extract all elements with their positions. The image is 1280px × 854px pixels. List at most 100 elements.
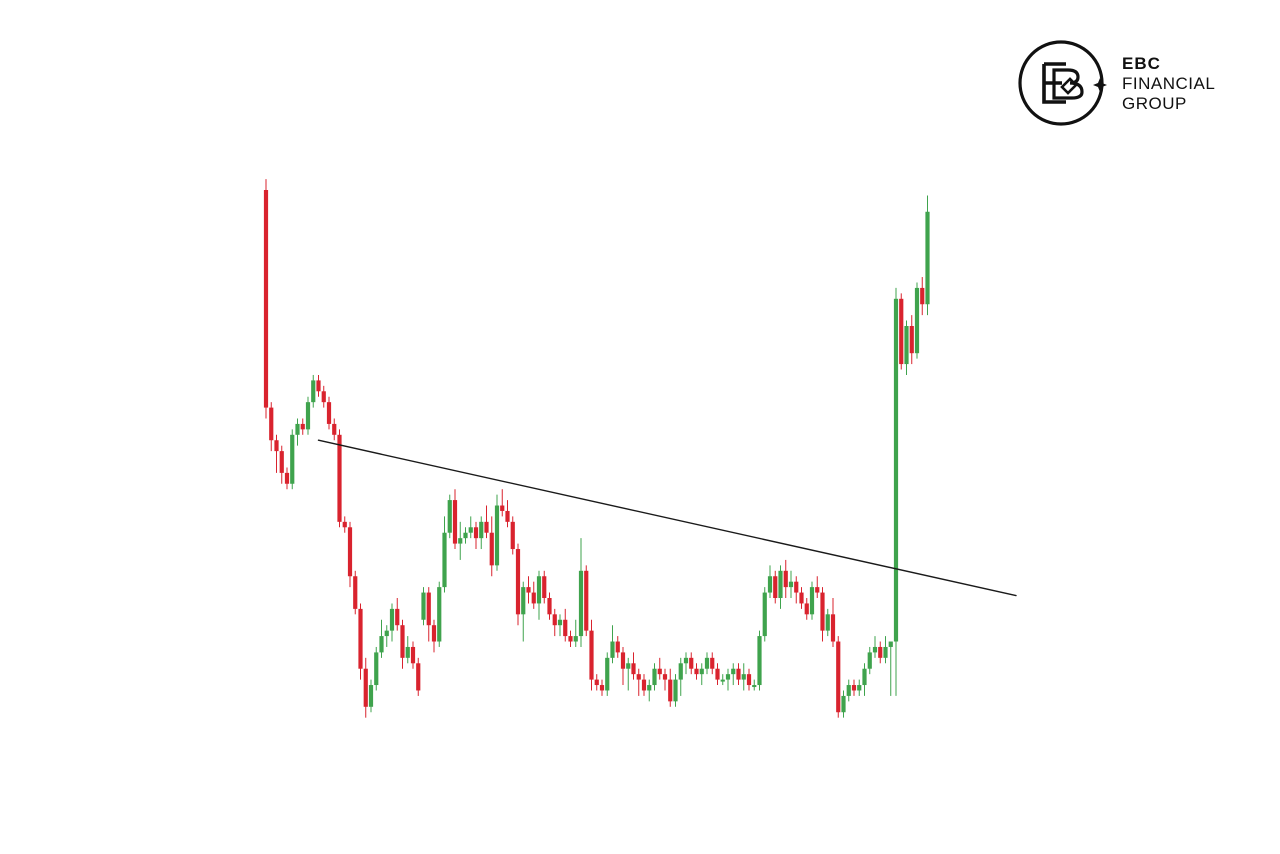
- candle-body-down: [799, 592, 804, 604]
- candle-body-down: [326, 402, 332, 424]
- candle-body-up: [578, 570, 584, 637]
- candle-body-down: [515, 549, 521, 615]
- candle-body-down: [531, 592, 536, 604]
- candle-body-down: [715, 668, 720, 680]
- candle-body-up: [788, 581, 794, 588]
- candle-body-up: [683, 657, 689, 664]
- candle-body-up: [857, 685, 862, 691]
- candle-body-up: [846, 685, 851, 696]
- candle-body-up: [673, 679, 678, 702]
- candle-body-down: [851, 685, 857, 691]
- candle-body-up: [893, 298, 899, 642]
- candle-body-down: [909, 326, 914, 354]
- candle-body-up: [421, 592, 426, 620]
- candle-body-up: [463, 532, 468, 539]
- candle-body-up: [825, 614, 830, 631]
- candle-body-down: [836, 641, 841, 713]
- candle-body-down: [263, 190, 269, 408]
- candle-body-down: [332, 423, 337, 435]
- candle-body-up: [652, 668, 657, 686]
- candle-body-up: [752, 685, 757, 688]
- candle-body-down: [426, 592, 431, 626]
- candle-body-up: [384, 630, 389, 637]
- candle-body-down: [400, 625, 405, 658]
- candle-body-down: [830, 614, 836, 642]
- candle-body-up: [741, 674, 746, 680]
- candle-body-down: [657, 668, 662, 675]
- candle-body-down: [636, 674, 641, 680]
- candle-body-up: [904, 326, 909, 365]
- candle-body-down: [410, 646, 416, 664]
- candle-body-down: [689, 657, 694, 669]
- candle-body-down: [615, 641, 620, 653]
- candle-body-down: [746, 674, 752, 686]
- candle-body-down: [300, 423, 305, 430]
- candle-body-down: [269, 407, 274, 441]
- candle-body-up: [704, 657, 710, 669]
- candle-body-up: [442, 532, 447, 588]
- candle-body-down: [552, 614, 557, 626]
- brand-subtitle-1: FINANCIAL: [1122, 74, 1216, 93]
- candle-body-down: [547, 598, 552, 615]
- candle-body-up: [725, 674, 731, 680]
- candle-body-up: [494, 505, 500, 566]
- candle-body-down: [342, 521, 347, 528]
- candle-body-up: [925, 211, 930, 305]
- candle-body-up: [762, 592, 767, 637]
- candles-layer: [263, 179, 930, 718]
- candle-body-down: [773, 576, 778, 598]
- candle-body-up: [647, 685, 652, 691]
- candle-body-up: [536, 576, 542, 604]
- candle-body-down: [353, 576, 358, 609]
- candle-body-down: [347, 527, 353, 577]
- ebc-logo-icon: [1018, 40, 1107, 126]
- candle-body-down: [694, 668, 699, 675]
- candle-body-down: [599, 685, 605, 691]
- candle-body-up: [888, 641, 893, 647]
- candle-body-down: [505, 510, 510, 522]
- candle-body-up: [368, 685, 374, 707]
- candle-body-up: [521, 587, 526, 615]
- candle-body-down: [452, 500, 458, 544]
- candle-body-down: [631, 663, 636, 675]
- candle-body-up: [914, 287, 920, 354]
- brand-name: EBC: [1122, 54, 1161, 73]
- candle-body-up: [699, 668, 704, 675]
- candle-body-up: [295, 423, 300, 435]
- candle-body-up: [841, 695, 846, 713]
- candle-body-down: [321, 391, 326, 403]
- candle-body-down: [395, 608, 400, 626]
- candle-body-up: [610, 641, 615, 658]
- candle-body-down: [594, 679, 599, 686]
- candle-body-down: [568, 636, 573, 642]
- candle-body-up: [458, 538, 463, 544]
- candle-body-down: [358, 608, 363, 669]
- candle-body-down: [668, 679, 673, 702]
- candle-body-down: [815, 587, 820, 593]
- candle-body-up: [290, 434, 295, 484]
- candle-body-down: [542, 576, 547, 598]
- candle-body-up: [867, 652, 872, 669]
- candle-body-down: [820, 592, 825, 631]
- candle-body-up: [767, 576, 773, 593]
- candle-body-up: [573, 636, 578, 642]
- candle-body-up: [862, 668, 867, 686]
- candle-body-down: [431, 625, 437, 642]
- candle-body-down: [526, 587, 531, 593]
- candle-body-up: [626, 663, 631, 669]
- brand-subtitle-2: GROUP: [1122, 94, 1187, 113]
- candle-body-down: [736, 668, 741, 680]
- candle-body-down: [489, 532, 494, 566]
- candle-body-down: [589, 630, 594, 680]
- candle-body-down: [794, 581, 799, 593]
- candle-body-down: [878, 646, 883, 658]
- candle-body-up: [405, 646, 410, 658]
- candle-body-up: [720, 679, 725, 682]
- candle-body-up: [809, 587, 815, 615]
- candle-body-down: [710, 657, 715, 669]
- candle-body-down: [363, 668, 368, 707]
- candle-body-down: [804, 603, 809, 615]
- candle-body-up: [479, 521, 484, 539]
- candle-body-up: [757, 636, 762, 686]
- candle-body-down: [484, 521, 489, 533]
